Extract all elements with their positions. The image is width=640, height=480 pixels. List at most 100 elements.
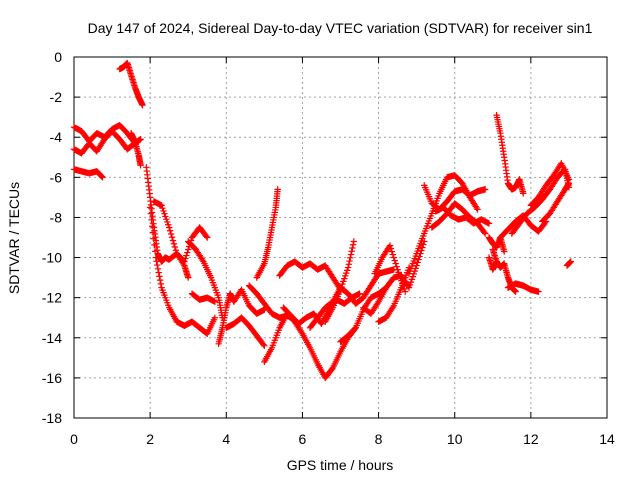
- data-point: [485, 220, 493, 227]
- grid-lines: [74, 57, 607, 418]
- data-point: [151, 241, 158, 249]
- data-point: [409, 273, 417, 280]
- y-tick-label: -16: [42, 370, 62, 386]
- y-tick-label: -4: [50, 129, 63, 145]
- data-point: [147, 210, 155, 217]
- data-point: [154, 265, 162, 273]
- data-point: [389, 251, 397, 258]
- data-point: [420, 241, 427, 248]
- data-point: [396, 271, 403, 279]
- data-point: [356, 290, 363, 297]
- series-track-21: [360, 238, 428, 317]
- data-point: [156, 273, 163, 280]
- x-tick-label: 4: [222, 431, 230, 447]
- data-point: [149, 223, 156, 230]
- series-track-11: [215, 286, 268, 347]
- data-point: [567, 258, 575, 265]
- data-point: [389, 303, 397, 311]
- x-tick-label: 0: [70, 431, 78, 447]
- data-point: [481, 186, 489, 193]
- series-track-35: [539, 180, 573, 225]
- y-tick-labels: 0 -2 -4 -6 -8 -10 -12 -14 -16 -18: [42, 49, 62, 426]
- data-point: [148, 216, 155, 224]
- series-track-16: [276, 258, 344, 293]
- data-point: [481, 230, 489, 237]
- data-point: [349, 244, 356, 252]
- series-track-30: [493, 111, 527, 197]
- y-tick-label: 0: [54, 49, 62, 65]
- data-point: [166, 227, 174, 234]
- data-point: [350, 238, 358, 245]
- x-tick-label: 8: [375, 431, 383, 447]
- data-point: [512, 288, 519, 295]
- x-tick-label: 12: [523, 431, 539, 447]
- data-point: [137, 162, 144, 169]
- data-point: [347, 254, 354, 262]
- data-point: [393, 263, 400, 270]
- data-point: [185, 274, 192, 281]
- data-points: [70, 59, 575, 382]
- data-point: [146, 204, 154, 211]
- data-point: [203, 233, 210, 240]
- data-point: [274, 186, 281, 193]
- data-point: [341, 275, 348, 282]
- data-point: [261, 342, 268, 349]
- data-point: [344, 264, 352, 271]
- data-point: [565, 180, 573, 187]
- data-point: [374, 299, 381, 307]
- data-point: [473, 204, 480, 212]
- data-point: [414, 259, 421, 266]
- data-point: [394, 266, 401, 273]
- series-track-10: [188, 290, 219, 305]
- data-point: [165, 221, 172, 228]
- data-point: [152, 254, 160, 261]
- y-tick-label: -6: [50, 169, 63, 185]
- data-point: [387, 245, 395, 252]
- data-point: [407, 278, 415, 286]
- series-track-04: [116, 59, 146, 109]
- x-tick-label: 2: [146, 431, 154, 447]
- data-point: [349, 241, 357, 248]
- series-track-12: [223, 314, 268, 349]
- data-point: [342, 272, 349, 280]
- data-point: [348, 248, 355, 255]
- data-point: [338, 283, 345, 291]
- data-point: [415, 256, 422, 263]
- x-tick-label: 6: [299, 431, 307, 447]
- series-track-14: [253, 186, 281, 281]
- data-point: [167, 230, 175, 238]
- data-point: [211, 314, 219, 321]
- data-point: [345, 261, 353, 268]
- data-point: [164, 218, 171, 226]
- y-tick-label: -8: [50, 209, 63, 225]
- series-track-28: [485, 234, 508, 255]
- data-point: [181, 258, 188, 265]
- data-point: [139, 101, 146, 109]
- data-point: [171, 243, 179, 251]
- y-tick-label: -2: [50, 89, 63, 105]
- data-point: [395, 269, 402, 276]
- data-point: [162, 213, 169, 220]
- series-track-09: [185, 238, 226, 321]
- x-tick-label: 14: [599, 431, 615, 447]
- data-point: [390, 254, 397, 261]
- data-point: [535, 288, 542, 295]
- data-point: [156, 276, 164, 284]
- series-track-36: [563, 258, 575, 269]
- data-point: [151, 248, 159, 255]
- data-point: [339, 280, 346, 288]
- y-tick-label: -14: [42, 330, 62, 346]
- data-point: [169, 237, 177, 244]
- data-point: [520, 190, 527, 197]
- x-tick-label: 10: [447, 431, 463, 447]
- data-point: [137, 136, 144, 143]
- data-point: [150, 235, 157, 242]
- series-track-15: [261, 310, 359, 382]
- data-point: [149, 229, 157, 236]
- data-point: [182, 255, 189, 262]
- data-point: [184, 249, 191, 256]
- data-point: [392, 260, 399, 267]
- series-track-20: [337, 284, 390, 345]
- data-point: [183, 252, 190, 259]
